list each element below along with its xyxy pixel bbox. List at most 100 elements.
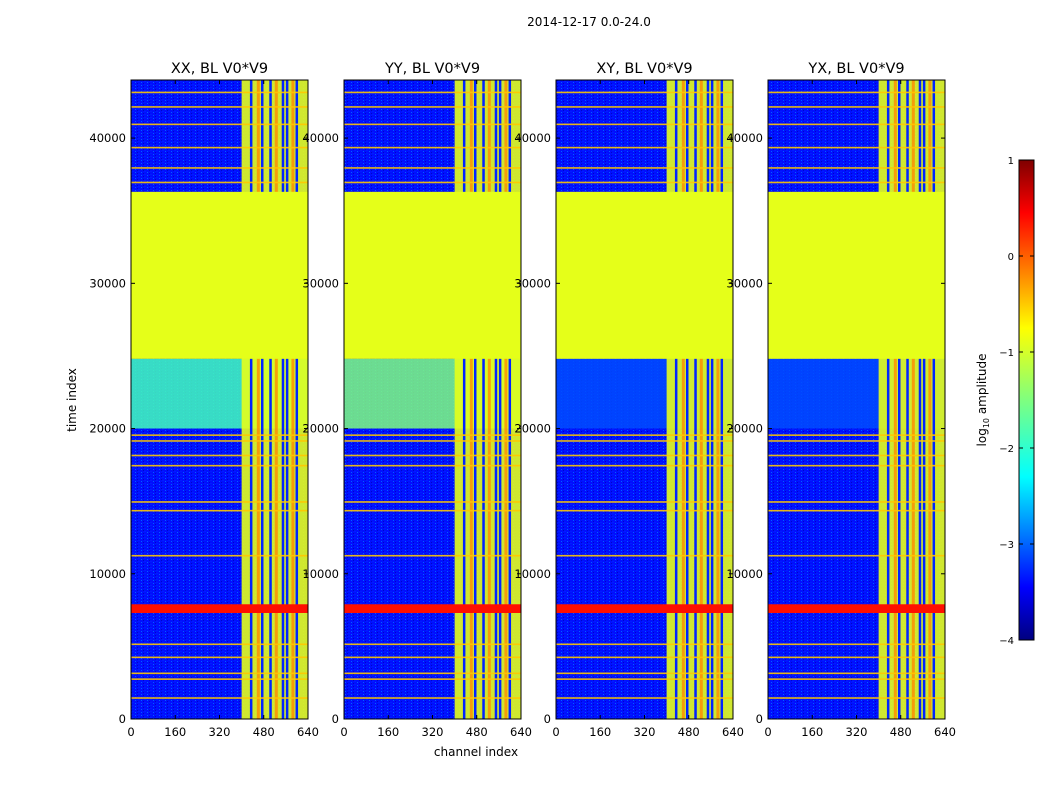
y-tick-label: 30000	[726, 276, 763, 290]
heatmap-time-stripe	[556, 501, 733, 503]
heatmap-time-stripe	[768, 697, 945, 699]
heatmap-time-stripe	[556, 554, 733, 557]
y-tick-label: 10000	[302, 567, 339, 581]
heatmap-time-stripe	[768, 678, 945, 680]
x-tick-label: 0	[127, 725, 134, 739]
x-tick-label: 640	[297, 725, 319, 739]
heatmap-channel-stripe	[893, 80, 897, 719]
heatmap-time-stripe	[768, 501, 945, 503]
x-tick-label: 0	[552, 725, 559, 739]
x-tick-label: 480	[890, 725, 912, 739]
heatmap-time-stripe	[344, 656, 521, 659]
heatmap-time-stripe	[556, 509, 733, 512]
heatmap-time-stripe	[556, 146, 733, 149]
y-tick-label: 30000	[89, 276, 126, 290]
heatmap-time-stripe	[344, 678, 521, 680]
heatmap-flagged-gap	[131, 191, 308, 359]
heatmap-time-stripe	[768, 167, 945, 169]
panel: XX, BL V0*V9 0 160 320 480 640 0 10000 20000 3000…	[89, 61, 319, 739]
heatmap-time-stripe	[556, 106, 733, 108]
colorbar-ticks: 1 0 −1 −2 −3 −4	[999, 156, 1034, 647]
heatmap-time-stripe	[131, 554, 308, 557]
heatmap-channel-stripe	[710, 80, 714, 719]
x-tick-label: 320	[634, 725, 656, 739]
heatmap-time-stripe	[131, 440, 308, 442]
heatmap-time-stripe	[131, 434, 308, 436]
heatmap-time-stripe	[344, 697, 521, 699]
heatmap-time-stripe	[131, 656, 308, 659]
heatmap-channel-stripe	[674, 80, 678, 719]
heatmap-channel-stripe	[911, 80, 915, 719]
heatmap-channel-stripe	[291, 80, 295, 719]
heatmap-time-stripe	[768, 554, 945, 557]
heatmap-channel-stripe	[918, 80, 922, 719]
y-tick-label: 20000	[302, 422, 339, 436]
panel: YX, BL V0*V9 0 160 320 480 640 0 10000 20000 3000…	[726, 61, 956, 739]
heatmap-time-stripe	[344, 509, 521, 512]
heatmap-flagged-gap	[768, 191, 945, 359]
heatmap-time-stripe	[768, 509, 945, 512]
heatmap-time-stripe	[768, 672, 945, 675]
heatmap-time-stripe	[131, 464, 308, 467]
panel-title: XX, BL V0*V9	[171, 61, 268, 77]
x-tick-label: 160	[801, 725, 823, 739]
heatmap-channel-stripe	[285, 80, 289, 719]
heatmap-time-stripe	[344, 123, 521, 126]
heatmap-channel-stripe	[720, 80, 724, 719]
heatmap-time-stripe	[768, 656, 945, 659]
heatmap-channel-stripe	[922, 80, 926, 719]
heatmap-time-stripe	[556, 464, 733, 467]
heatmap-time-stripe	[768, 464, 945, 467]
heatmap-time-stripe	[131, 123, 308, 126]
heatmap-time-stripe	[344, 440, 521, 442]
heatmap-rfi-band	[768, 604, 945, 613]
heatmap-channel-stripe	[269, 80, 272, 719]
heatmap-time-stripe	[344, 146, 521, 149]
x-tick-label: 160	[164, 725, 186, 739]
heatmap-rfi-band	[556, 604, 733, 613]
heatmap-channel-stripe	[685, 80, 689, 719]
heatmap-time-stripe	[131, 501, 308, 503]
heatmap-time-stripe	[131, 643, 308, 646]
heatmap-time-stripe	[768, 123, 945, 126]
heatmap-time-stripe	[131, 167, 308, 169]
heatmap-rfi-band	[131, 604, 308, 613]
y-tick-label: 0	[332, 712, 339, 726]
heatmap-time-stripe	[768, 181, 945, 184]
heatmap-time-stripe	[768, 454, 945, 457]
heatmap-channel-stripe	[699, 80, 703, 719]
heatmap-time-stripe	[556, 91, 733, 94]
heatmap-time-stripe	[556, 697, 733, 699]
heatmap-channel-stripe	[462, 80, 466, 719]
heatmap-channel-stripe	[473, 80, 477, 719]
x-tick-label: 480	[253, 725, 275, 739]
x-tick-label: 320	[846, 725, 868, 739]
colorbar-tick-label: −1	[999, 348, 1014, 359]
y-tick-label: 10000	[726, 567, 763, 581]
y-tick-label: 0	[756, 712, 763, 726]
y-tick-label: 40000	[89, 131, 126, 145]
heatmap-time-stripe	[556, 123, 733, 126]
heatmap-flagged-gap	[344, 191, 521, 359]
heatmap-channel-stripe	[906, 80, 909, 719]
colorbar-tick-label: 0	[1008, 252, 1014, 263]
heatmap-time-stripe	[768, 106, 945, 108]
heatmap-time-stripe	[344, 672, 521, 675]
heatmap-channel-stripe	[469, 80, 473, 719]
panel: YY, BL V0*V9 0 160 320 480 640 0 10000 20000 3000…	[302, 61, 532, 739]
heatmap-time-stripe	[131, 181, 308, 184]
heatmap-time-stripe	[131, 697, 308, 699]
x-tick-label: 480	[466, 725, 488, 739]
heatmap-time-stripe	[131, 106, 308, 108]
colorbar-tick-label: −2	[999, 444, 1014, 455]
heatmap-flagged-gap	[556, 191, 733, 359]
heatmap-time-stripe	[344, 464, 521, 467]
y-tick-label: 10000	[514, 567, 551, 581]
x-tick-label: 640	[510, 725, 532, 739]
x-tick-label: 320	[209, 725, 231, 739]
colorbar-tick-label: 1	[1008, 156, 1014, 167]
x-tick-label: 160	[589, 725, 611, 739]
heatmap-time-stripe	[344, 501, 521, 503]
heatmap-time-stripe	[344, 91, 521, 94]
heatmap-time-stripe	[768, 440, 945, 442]
